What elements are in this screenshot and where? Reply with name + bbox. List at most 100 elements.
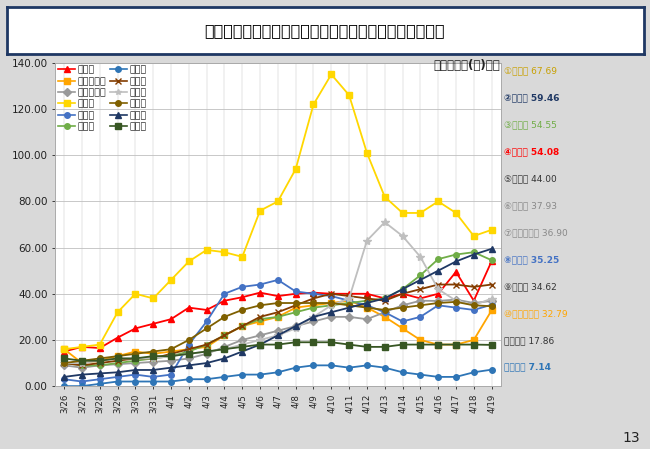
宇陀市 (488, 342, 495, 348)
御所市 (434, 282, 442, 287)
宇陀市 (381, 344, 389, 350)
大和郡山市 (239, 337, 246, 343)
五條市 (78, 383, 86, 389)
大和郡山市 (345, 314, 353, 320)
奈良市 (96, 345, 104, 351)
大和高田市 (488, 308, 495, 313)
奈良市 (220, 298, 228, 304)
生駒市 (398, 233, 406, 239)
葛城市 (328, 309, 335, 315)
葛城市 (274, 333, 282, 338)
Line: 宇陀市: 宇陀市 (61, 339, 495, 364)
橿原市 (328, 293, 335, 299)
桜井市 (185, 349, 192, 354)
Text: ②葛城市 59.46: ②葛城市 59.46 (504, 93, 559, 102)
香芝市 (488, 304, 495, 309)
香芝市 (434, 300, 442, 306)
大和郡山市 (363, 317, 370, 322)
香芝市 (60, 361, 68, 366)
葛城市 (167, 365, 175, 370)
五條市 (434, 374, 442, 379)
天理市 (345, 92, 353, 98)
生駒市 (203, 349, 211, 354)
大和高田市 (60, 347, 68, 352)
Text: ⑪宇陀市 17.86: ⑪宇陀市 17.86 (504, 336, 554, 345)
大和郡山市 (398, 303, 406, 308)
奈良市 (363, 291, 370, 296)
桜井市 (274, 314, 282, 320)
橿原市 (292, 289, 300, 294)
葛城市 (452, 259, 460, 264)
宇陀市 (345, 342, 353, 347)
大和郡山市 (488, 298, 495, 304)
奈良市 (309, 290, 317, 295)
Text: ⑧橿原市 35.25: ⑧橿原市 35.25 (504, 255, 559, 264)
Line: 五條市: 五條市 (61, 363, 495, 389)
大和郡山市 (309, 319, 317, 324)
Line: 天理市: 天理市 (61, 72, 495, 352)
葛城市 (398, 286, 406, 292)
天理市 (256, 208, 264, 213)
天理市 (363, 150, 370, 156)
桜井市 (131, 358, 139, 363)
生駒市 (114, 356, 122, 361)
大和高田市 (114, 353, 122, 359)
大和郡山市 (452, 297, 460, 302)
桜井市 (256, 317, 264, 322)
奈良市 (78, 344, 86, 350)
奈良市 (345, 291, 353, 296)
五條市 (256, 372, 264, 377)
香芝市 (292, 300, 300, 306)
Line: 大和高田市: 大和高田市 (61, 298, 495, 366)
橿原市 (417, 314, 424, 320)
生駒市 (256, 337, 264, 343)
宇陀市 (96, 358, 104, 363)
五條市 (203, 377, 211, 382)
大和高田市 (345, 298, 353, 304)
宇陀市 (131, 356, 139, 361)
奈良市 (114, 335, 122, 340)
Text: ⑥生駒市 37.93: ⑥生駒市 37.93 (504, 201, 557, 210)
橿原市 (434, 303, 442, 308)
宇陀市 (470, 342, 478, 347)
生駒市 (381, 220, 389, 225)
葛城市 (309, 314, 317, 320)
Legend: 奈良市, 大和高田市, 大和郡山市, 天理市, 橿原市, 桜井市, 五條市, 御所市, 生駒市, 香芝市, 葛城市, 宇陀市: 奈良市, 大和高田市, 大和郡山市, 天理市, 橿原市, 桜井市, 五條市, 御… (57, 65, 148, 132)
大和高田市 (150, 351, 157, 357)
天理市 (309, 102, 317, 107)
葛城市 (470, 252, 478, 257)
桜井市 (96, 363, 104, 368)
御所市 (398, 291, 406, 296)
橿原市 (150, 374, 157, 379)
宇陀市 (328, 339, 335, 345)
桜井市 (398, 286, 406, 292)
葛城市 (150, 367, 157, 373)
天理市 (220, 250, 228, 255)
奈良市 (185, 305, 192, 310)
大和高田市 (363, 305, 370, 310)
生駒市 (452, 298, 460, 304)
天理市 (203, 247, 211, 253)
御所市 (274, 309, 282, 315)
生駒市 (309, 314, 317, 320)
天理市 (488, 227, 495, 233)
桜井市 (328, 303, 335, 308)
奈良市 (131, 326, 139, 331)
生駒市 (150, 356, 157, 361)
御所市 (150, 356, 157, 361)
大和郡山市 (203, 351, 211, 357)
Line: 生駒市: 生駒市 (60, 218, 496, 367)
大和高田市 (328, 300, 335, 306)
生駒市 (131, 356, 139, 361)
生駒市 (96, 358, 104, 363)
五條市 (96, 381, 104, 387)
御所市 (488, 282, 495, 287)
大和高田市 (185, 347, 192, 352)
大和郡山市 (328, 314, 335, 320)
Line: 御所市: 御所市 (61, 282, 495, 368)
桜井市 (150, 356, 157, 361)
橿原市 (114, 374, 122, 379)
橿原市 (78, 379, 86, 384)
大和郡山市 (78, 365, 86, 370)
五條市 (150, 379, 157, 384)
